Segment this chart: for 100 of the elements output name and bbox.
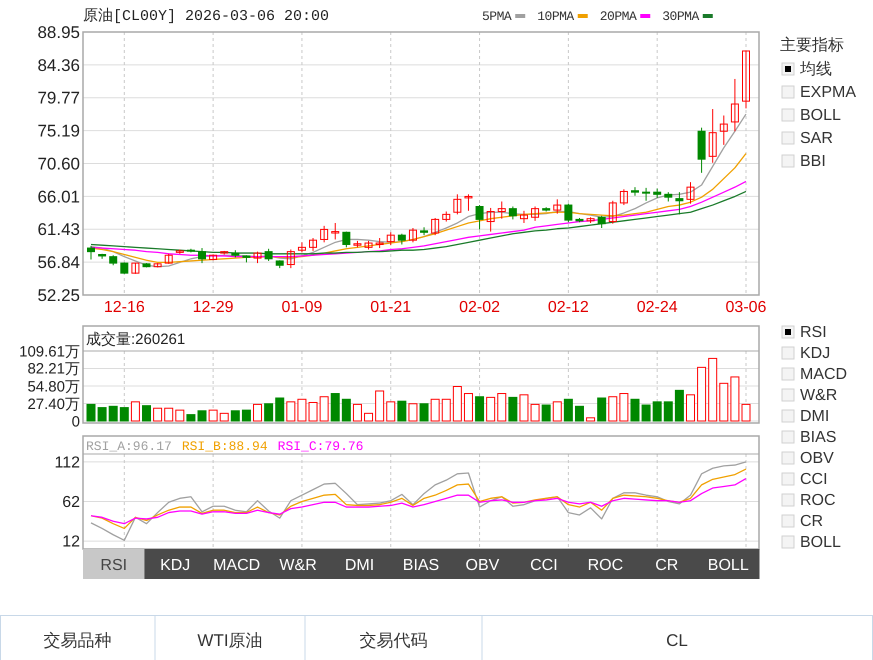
text: ROC <box>800 492 836 509</box>
x-tick-label: 01-09 <box>281 299 322 316</box>
bar <box>208 410 218 422</box>
text: OBV <box>466 557 500 574</box>
bar <box>320 396 329 422</box>
legend-label: 30PMA <box>662 9 700 24</box>
text: 交易代码 <box>360 631 428 650</box>
x-tick-label: 01-21 <box>370 299 412 316</box>
bar <box>730 376 740 422</box>
bar <box>619 393 628 422</box>
y-tick-label: 62 <box>62 494 80 512</box>
candlestick <box>498 200 506 220</box>
candlestick <box>286 248 295 269</box>
text: RSI_B:88.94 <box>182 439 268 454</box>
text: KDJ <box>160 557 190 574</box>
x-tick-label: 12-29 <box>192 299 234 316</box>
text: ROC <box>588 557 624 574</box>
bar <box>597 398 606 422</box>
candlestick <box>620 188 628 206</box>
candlestick <box>408 227 417 243</box>
text: SAR <box>800 130 833 147</box>
bar <box>164 408 174 422</box>
candlestick <box>264 248 273 262</box>
bar <box>175 410 184 422</box>
bar <box>253 404 262 422</box>
bar <box>198 410 207 422</box>
bar <box>586 417 596 422</box>
bar <box>297 398 306 422</box>
bar <box>486 396 496 422</box>
y-tick-label: 66.01 <box>37 187 80 206</box>
text: DMI <box>344 557 374 574</box>
candlestick <box>309 238 318 252</box>
candlestick <box>331 222 340 240</box>
bar <box>330 393 340 422</box>
candlestick <box>386 232 395 246</box>
candlestick <box>553 198 562 214</box>
candlestick <box>254 251 262 264</box>
bar <box>642 404 651 422</box>
y-tick-label: 27.40万 <box>27 396 80 413</box>
text: DMI <box>800 408 830 425</box>
line-series <box>90 461 747 541</box>
candlestick <box>598 215 606 228</box>
bar <box>108 406 118 422</box>
bar <box>464 393 473 422</box>
text: 主要指标 <box>780 36 844 54</box>
candlestick <box>453 194 462 215</box>
y-tick-label: 82.21万 <box>27 360 80 378</box>
text: OBV <box>800 450 834 467</box>
text: 交易品种 <box>44 631 112 650</box>
chart-title: 原油[CL00Y] 2026-03-06 20:00 <box>83 7 330 25</box>
text: BOLL <box>800 534 842 551</box>
bar <box>608 396 618 422</box>
y-tick-label: 109.61万 <box>19 343 80 360</box>
text: KDJ <box>800 345 830 362</box>
bar <box>286 401 296 422</box>
candlestick <box>520 210 528 224</box>
text: WTI原油 <box>197 631 263 650</box>
bar <box>442 398 451 422</box>
text: CCI <box>800 471 828 488</box>
bar <box>564 398 573 422</box>
candlestick <box>686 182 694 204</box>
bar <box>719 382 728 422</box>
bar <box>475 396 484 422</box>
legend-label: 5PMA <box>482 9 512 24</box>
text: RSI <box>100 557 128 574</box>
x-tick-label: 02-02 <box>459 299 500 316</box>
bar <box>519 394 528 422</box>
bar <box>530 404 540 422</box>
text: MACD <box>213 557 260 574</box>
bar <box>364 412 374 422</box>
y-tick-label: 79.77 <box>37 88 80 108</box>
bar <box>552 401 562 422</box>
bar <box>408 403 418 422</box>
text: BIAS <box>800 429 836 446</box>
y-tick-label: 12 <box>62 534 80 551</box>
candlestick <box>664 192 672 202</box>
bar <box>386 401 396 422</box>
text: CR <box>800 513 824 530</box>
candlestick <box>298 242 306 253</box>
line-series <box>90 478 747 524</box>
bar <box>352 404 362 422</box>
bar <box>708 358 718 422</box>
bar <box>652 401 662 422</box>
text: 成交量:260261 <box>86 331 186 348</box>
bar <box>397 400 406 422</box>
legend-label: 20PMA <box>600 9 637 24</box>
line-series <box>90 468 747 530</box>
bar <box>220 412 229 422</box>
bar <box>242 410 251 422</box>
candlestick <box>720 114 728 146</box>
candlestick <box>675 192 684 215</box>
text: W&R <box>800 387 838 404</box>
candlestick <box>87 245 95 260</box>
candlestick <box>131 262 140 274</box>
candlestick <box>198 248 206 264</box>
text: RSI <box>800 324 827 341</box>
candlestick <box>109 254 118 266</box>
candlestick <box>464 194 472 212</box>
bar <box>120 407 129 422</box>
candlestick <box>442 211 450 222</box>
